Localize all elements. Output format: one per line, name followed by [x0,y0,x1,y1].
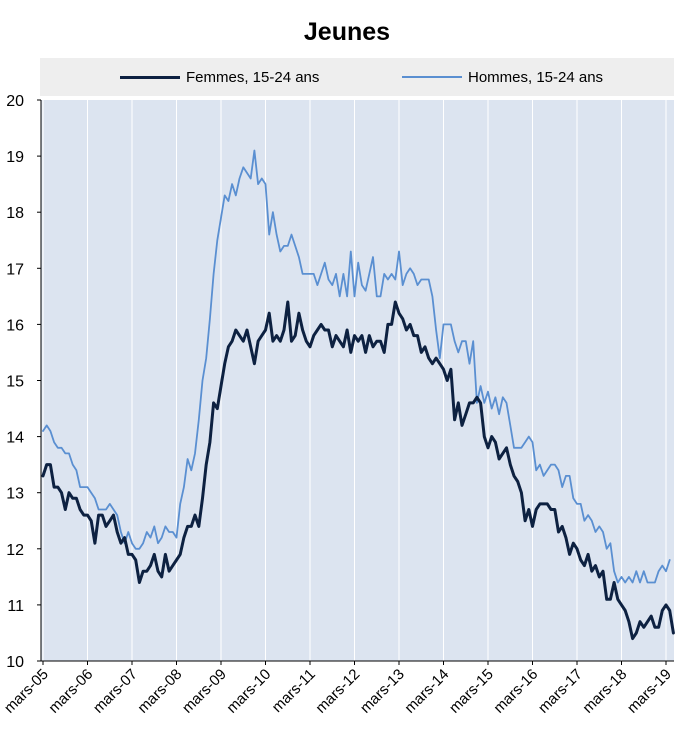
y-tick-label: 11 [7,598,24,615]
x-tick-label: mars-13 [357,666,408,717]
legend-label-hommes: Hommes, 15-24 ans [468,68,604,86]
x-tick-label: mars-11 [269,666,319,716]
plot-area [41,100,674,661]
y-tick-label: 19 [6,149,24,166]
x-tick-label: mars-05 [1,666,52,717]
x-tick-label: mars-06 [45,666,96,717]
y-tick-label: 20 [6,93,24,110]
legend-item-femmes: Femmes, 15-24 ans [120,58,319,96]
series-line-hommes [42,149,671,584]
x-tick-label: mars-18 [579,666,630,717]
legend: Femmes, 15-24 ans Hommes, 15-24 ans [40,58,674,96]
legend-swatch-femmes [120,75,180,79]
x-tick-label: mars-17 [535,666,586,717]
x-tick-label: mars-14 [401,666,452,717]
y-tick-label: 16 [6,317,24,334]
y-tick-label: 15 [6,374,24,391]
legend-swatch-hommes [402,76,462,78]
x-tick-label: mars-15 [446,666,497,717]
x-tick-label: mars-07 [90,666,141,717]
x-tick-label: mars-16 [490,666,541,717]
y-tick-label: 13 [6,486,24,503]
y-tick-label: 18 [6,205,24,222]
y-tick-label: 10 [6,654,24,671]
series-line-femmes [41,300,675,641]
y-tick-label: 17 [6,261,24,278]
y-tick-label: 12 [6,542,24,559]
y-tick-label: 14 [6,430,24,447]
x-tick-label: mars-12 [312,666,363,717]
legend-item-hommes: Hommes, 15-24 ans [402,58,603,96]
x-tick-label: mars-10 [223,666,274,717]
chart-title: Jeunes [303,18,391,46]
x-tick-label: mars-08 [134,666,185,717]
legend-label-femmes: Femmes, 15-24 ans [186,68,320,86]
x-tick-label: mars-19 [624,666,675,717]
x-tick-label: mars-09 [179,666,230,717]
